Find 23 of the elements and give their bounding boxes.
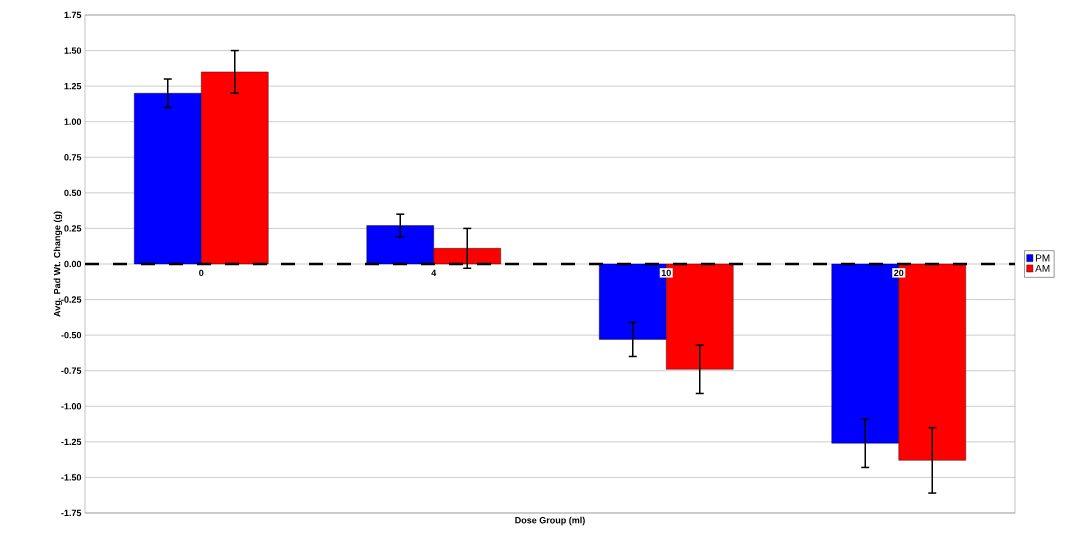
y-tick-label: 0.75 (64, 154, 82, 161)
y-tick-label: -1.00 (61, 403, 82, 410)
x-axis-title: Dose Group (ml) (515, 516, 585, 526)
y-tick-label: -0.75 (61, 367, 82, 374)
y-tick-label: 1.00 (64, 118, 82, 125)
y-tick-label: 1.50 (64, 47, 82, 54)
y-tick-label: 0.25 (64, 225, 82, 232)
x-tick-label: 4 (431, 269, 437, 276)
x-tick-label: 20 (894, 269, 904, 277)
y-tick-label: -0.50 (61, 331, 82, 339)
legend-label: PM (1035, 254, 1050, 262)
y-tick-label: 1.25 (64, 82, 82, 90)
y-tick-label: 0.00 (64, 260, 82, 268)
y-tick-label: -1.25 (61, 438, 82, 446)
y-tick-label: 0.50 (64, 189, 82, 197)
x-tick-label: 0 (199, 269, 204, 277)
y-tick-label: -1.50 (61, 474, 82, 481)
y-tick-label: -0.25 (61, 296, 82, 303)
y-axis-title: Avg. Pad Wt. Change (g) (53, 211, 63, 317)
legend-label: AM (1035, 264, 1050, 272)
y-tick-label: 1.75 (64, 11, 82, 19)
y-tick-label: -1.75 (61, 509, 82, 517)
x-tick-label: 10 (661, 269, 671, 277)
